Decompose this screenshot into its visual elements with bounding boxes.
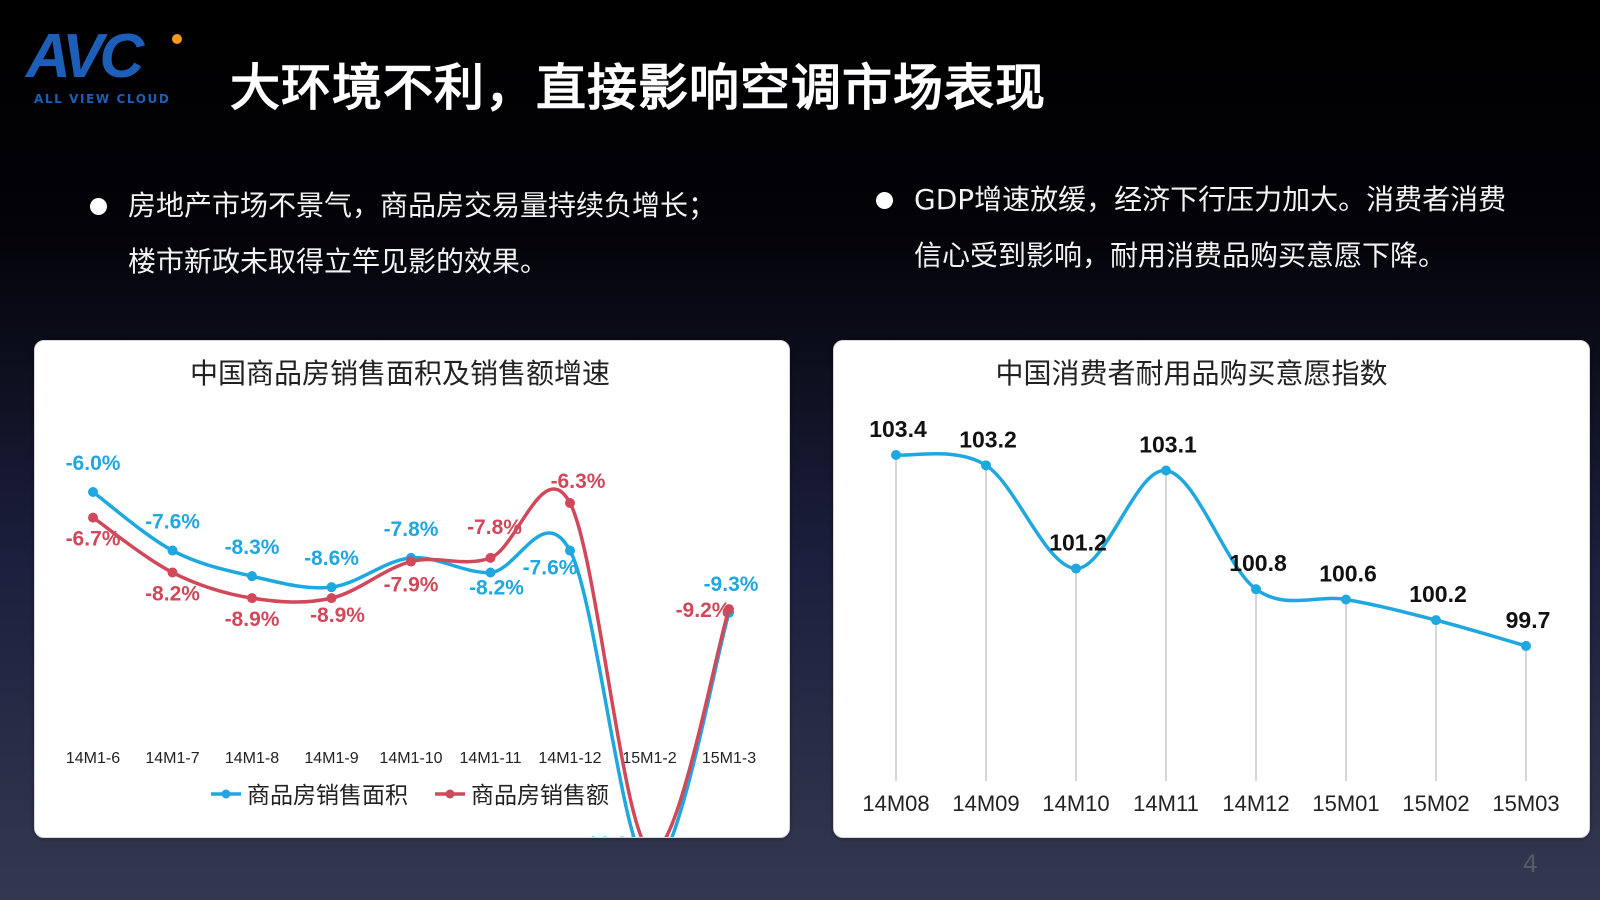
data-label: 103.2 (959, 426, 1017, 452)
x-tick-label: 15M1-2 (622, 750, 676, 767)
x-tick-label: 14M1-8 (225, 750, 279, 767)
real-estate-growth-chart: 中国商品房销售面积及销售额增速 14M1-6 14M1-7 14M1-8 14M1-9 1… (66, 357, 759, 837)
x-tick-label: 14M12 (1222, 791, 1289, 816)
data-point (1251, 584, 1261, 595)
data-label: -16.3% (580, 833, 647, 837)
logo-mark: AVC (26, 22, 144, 91)
data-point (981, 460, 991, 471)
bullet-dot-icon (876, 192, 893, 209)
data-label: -7.9% (384, 574, 439, 597)
data-point (1521, 640, 1531, 651)
data-label: 99.7 (1506, 607, 1551, 633)
bullet-real-estate: 房地产市场不景气，商品房交易量持续负增长；楼市新政未取得立竿见影的效果。 (90, 178, 730, 290)
consumer-index-chart-panel: 中国消费者耐用品购买意愿指数 14M08 14M09 14M10 14M11 14M12 1… (833, 340, 1590, 838)
series-line-1 (92, 487, 731, 837)
data-point (247, 593, 257, 604)
data-point (167, 567, 178, 578)
data-label: -7.8% (384, 518, 439, 541)
x-tick-label: 14M11 (1133, 791, 1199, 816)
avc-logo: AVC ALL VIEW CLOUD (26, 26, 186, 110)
data-point (1341, 594, 1351, 605)
logo-orange-dot (172, 34, 182, 44)
data-label: -9.2% (676, 599, 731, 622)
data-label: -8.6% (304, 547, 359, 570)
x-tick-label: 14M10 (1042, 791, 1109, 816)
data-point (724, 604, 734, 615)
data-point (891, 450, 901, 460)
data-label: -6.7% (66, 528, 121, 551)
data-label: -8.2% (145, 583, 200, 606)
logo-subtitle: ALL VIEW CLOUD (34, 92, 171, 106)
x-tick-label: 14M1-7 (145, 750, 199, 767)
bullet-text: 房地产市场不景气，商品房交易量持续负增长；楼市新政未取得立竿见影的效果。 (128, 189, 717, 278)
real-estate-chart-panel: 中国商品房销售面积及销售额增速 14M1-6 14M1-7 14M1-8 14M1-9 1… (34, 340, 790, 838)
data-label: -8.3% (225, 536, 280, 559)
data-label: -6.0% (66, 452, 121, 475)
bullet-dot-icon (90, 198, 107, 215)
data-label: -9.3% (704, 573, 759, 596)
x-tick-label: 14M09 (952, 791, 1019, 816)
x-tick-label: 14M1-6 (66, 750, 120, 767)
data-point (1161, 465, 1171, 476)
x-tick-label: 14M1-11 (460, 750, 522, 767)
data-point (88, 487, 98, 497)
page-number: 4 (1522, 850, 1538, 878)
legend-marker (221, 789, 231, 799)
x-tick-label: 15M1-3 (702, 750, 756, 767)
data-label: 100.6 (1319, 560, 1377, 586)
data-point (167, 545, 178, 556)
data-point (565, 545, 575, 556)
data-point (326, 582, 337, 593)
data-point (326, 593, 337, 604)
data-point (565, 497, 575, 508)
data-point (1431, 615, 1441, 626)
data-point (406, 556, 416, 567)
data-point (88, 512, 98, 523)
data-point (485, 552, 496, 563)
x-tick-label: 15M03 (1492, 791, 1559, 816)
data-label: 101.2 (1049, 530, 1107, 556)
chart-title: 中国商品房销售面积及销售额增速 (190, 357, 610, 390)
data-point (1071, 563, 1081, 574)
data-label: -7.6% (523, 557, 578, 580)
data-point (247, 571, 257, 582)
data-label: 100.8 (1229, 550, 1287, 576)
x-tick-label: 14M1-10 (379, 750, 442, 767)
consumer-intention-index-chart: 中国消费者耐用品购买意愿指数 14M08 14M09 14M10 14M11 14M12 1… (862, 357, 1559, 816)
data-label: 100.2 (1409, 581, 1467, 607)
x-tick-label: 14M1-12 (538, 750, 601, 767)
data-point (485, 567, 496, 578)
data-label: -8.2% (469, 577, 524, 600)
series-line (895, 451, 1527, 648)
x-tick-label: 15M02 (1402, 791, 1469, 816)
data-label: -8.9% (310, 604, 365, 627)
x-tick-label: 14M1-9 (304, 750, 358, 767)
legend-label: 商品房销售面积 (247, 783, 408, 809)
data-label: -7.6% (145, 511, 200, 534)
data-label: 103.1 (1139, 431, 1197, 457)
x-tick-label: 14M08 (862, 791, 929, 816)
data-label: -6.3% (551, 470, 606, 493)
data-label: 103.4 (869, 416, 927, 442)
data-label: -8.9% (225, 608, 280, 631)
chart-title: 中国消费者耐用品购买意愿指数 (995, 357, 1387, 390)
series-line-0 (91, 490, 731, 837)
bullet-gdp: GDP增速放缓，经济下行压力加大。消费者消费信心受到影响，耐用消费品购买意愿下降… (876, 172, 1526, 284)
bullet-text: GDP增速放缓，经济下行压力加大。消费者消费信心受到影响，耐用消费品购买意愿下降… (914, 183, 1507, 272)
x-tick-label: 15M01 (1312, 791, 1379, 816)
legend-marker (445, 789, 455, 799)
legend-label: 商品房销售额 (471, 783, 609, 809)
slide-title: 大环境不利，直接影响空调市场表现 (230, 59, 1046, 117)
data-label: -7.8% (467, 516, 522, 539)
